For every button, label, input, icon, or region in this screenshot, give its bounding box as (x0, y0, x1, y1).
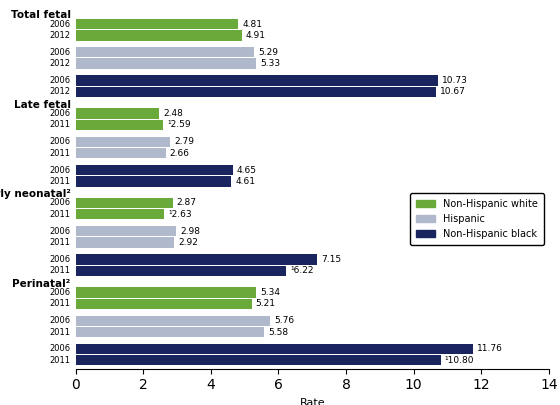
Bar (76, 209, 165, 220)
Text: 10.67: 10.67 (440, 87, 466, 96)
Text: 4.61: 4.61 (235, 177, 255, 186)
Text: 2011: 2011 (49, 120, 71, 129)
Text: ¹2.63: ¹2.63 (169, 210, 192, 219)
Text: 2006: 2006 (49, 345, 71, 354)
Text: 2006: 2006 (49, 76, 71, 85)
Text: 11.76: 11.76 (477, 345, 503, 354)
Text: 2.98: 2.98 (180, 227, 200, 236)
Bar (76, 355, 441, 365)
Text: 2006: 2006 (49, 137, 71, 146)
Text: 2006: 2006 (49, 255, 71, 264)
Text: 2011: 2011 (49, 328, 71, 337)
Text: 4.91: 4.91 (246, 31, 265, 40)
Text: 2006: 2006 (49, 48, 71, 57)
Text: 7.15: 7.15 (321, 255, 342, 264)
Text: 2.79: 2.79 (174, 137, 194, 146)
Bar (76, 75, 438, 86)
Text: 2.87: 2.87 (176, 198, 197, 207)
Bar (76, 148, 166, 158)
Bar (76, 198, 172, 208)
Text: 2011: 2011 (49, 149, 71, 158)
Bar (76, 47, 254, 58)
Text: 2012: 2012 (49, 87, 71, 96)
Text: 2.92: 2.92 (178, 238, 198, 247)
Bar (76, 119, 163, 130)
Text: ¹6.22: ¹6.22 (290, 266, 314, 275)
Legend: Non-Hispanic white, Hispanic, Non-Hispanic black: Non-Hispanic white, Hispanic, Non-Hispan… (410, 193, 544, 245)
Text: 2.66: 2.66 (170, 149, 190, 158)
Text: Late fetal: Late fetal (13, 100, 71, 110)
Text: 2006: 2006 (49, 288, 71, 297)
Bar (76, 266, 286, 276)
Text: 2011: 2011 (49, 356, 71, 365)
Text: 5.58: 5.58 (268, 328, 288, 337)
Bar (76, 176, 231, 187)
Text: 2011: 2011 (49, 266, 71, 275)
Text: ¹10.80: ¹10.80 (445, 356, 474, 365)
Bar (76, 109, 160, 119)
Text: 2006: 2006 (49, 19, 71, 29)
Text: 2012: 2012 (49, 59, 71, 68)
Text: 2011: 2011 (49, 210, 71, 219)
Text: 2006: 2006 (49, 198, 71, 207)
Bar (76, 254, 318, 265)
Bar (76, 327, 264, 337)
Bar (76, 298, 251, 309)
Text: Total fetal: Total fetal (11, 11, 71, 20)
Bar (76, 30, 241, 40)
Text: 4.81: 4.81 (242, 19, 262, 29)
Text: 2006: 2006 (49, 316, 71, 325)
Text: 4.65: 4.65 (237, 166, 257, 175)
Text: 5.21: 5.21 (256, 299, 276, 308)
Bar (76, 344, 473, 354)
Text: Early neonatal²: Early neonatal² (0, 190, 71, 199)
Text: 2012: 2012 (49, 31, 71, 40)
Bar (76, 226, 176, 237)
Text: 2011: 2011 (49, 238, 71, 247)
Text: ¹2.59: ¹2.59 (167, 120, 191, 129)
Text: 5.34: 5.34 (260, 288, 280, 297)
X-axis label: Rate: Rate (300, 398, 325, 405)
Bar (76, 19, 238, 29)
Bar (76, 136, 170, 147)
Text: 2.48: 2.48 (164, 109, 183, 118)
Bar (76, 87, 436, 97)
Text: 2006: 2006 (49, 109, 71, 118)
Text: 2006: 2006 (49, 166, 71, 175)
Text: 5.33: 5.33 (260, 59, 280, 68)
Bar (76, 287, 256, 298)
Bar (76, 315, 270, 326)
Bar (76, 165, 233, 175)
Bar (76, 58, 256, 69)
Text: 10.73: 10.73 (442, 76, 468, 85)
Text: 2011: 2011 (49, 299, 71, 308)
Bar (76, 237, 174, 248)
Text: 5.29: 5.29 (259, 48, 278, 57)
Text: 5.76: 5.76 (274, 316, 295, 325)
Text: Perinatal²: Perinatal² (12, 279, 71, 289)
Text: 2006: 2006 (49, 227, 71, 236)
Text: 2011: 2011 (49, 177, 71, 186)
